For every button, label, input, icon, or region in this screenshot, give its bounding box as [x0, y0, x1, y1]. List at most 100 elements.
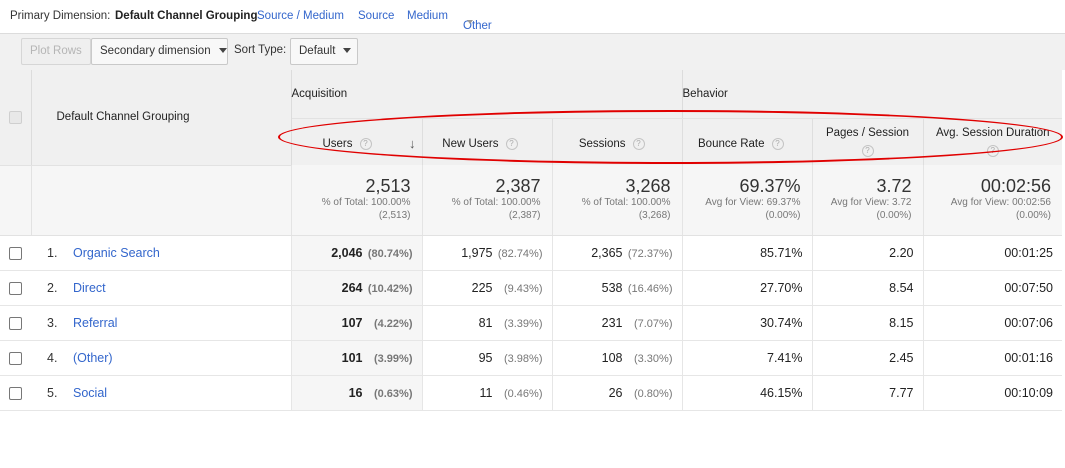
- totals-avg-session-duration-sub: Avg for View: 00:02:56: [950, 197, 1051, 208]
- avg-session-duration-value: 00:01:25: [1004, 245, 1053, 260]
- dimension-source-link[interactable]: Source: [358, 10, 395, 22]
- users-value: 101: [341, 350, 363, 365]
- sessions-value: 26: [608, 385, 623, 400]
- totals-bounce-rate-sub: Avg for View: 69.37%: [705, 197, 801, 208]
- secondary-dimension-dropdown[interactable]: Secondary dimension: [91, 38, 228, 65]
- totals-sessions-value: 3,268: [625, 176, 671, 196]
- new-users-column-header[interactable]: New Users?: [421, 118, 552, 165]
- help-icon[interactable]: ?: [359, 138, 372, 150]
- new-users-percent: (9.43%): [503, 282, 543, 295]
- new-users-value: 11: [479, 385, 493, 400]
- row-index: 1.: [47, 245, 58, 260]
- dimension-source-medium-link[interactable]: Source / Medium: [257, 10, 344, 22]
- channel-cell: 1. Organic Search: [31, 235, 291, 271]
- users-value: 16: [348, 385, 363, 400]
- totals-check-cell: [0, 165, 32, 236]
- users-cell: 16 (0.63%): [290, 375, 422, 411]
- avg-session-duration-column-header[interactable]: Avg. Session Duration?: [922, 118, 1062, 165]
- totals-pages-session-value: 3.72: [876, 176, 912, 196]
- sessions-value: 231: [601, 315, 623, 330]
- dimension-medium-link[interactable]: Medium: [407, 10, 448, 22]
- totals-avg-session-duration-value: 00:02:56: [980, 176, 1051, 196]
- row-check-cell: [0, 305, 31, 341]
- report-table: Default Channel Grouping Acquisition Beh…: [0, 70, 1062, 411]
- sessions-percent: (0.80%): [633, 387, 673, 400]
- channel-cell: 5. Social: [31, 375, 291, 411]
- primary-dimension-label: Primary Dimension:: [10, 10, 111, 22]
- sessions-percent: (72.37%): [627, 247, 673, 260]
- row-checkbox[interactable]: [9, 351, 22, 365]
- users-percent: (3.99%): [373, 352, 413, 365]
- users-percent: (10.42%): [367, 282, 413, 295]
- pages-session-cell: 2.20: [811, 235, 923, 271]
- sort-type-value: Default: [299, 45, 336, 57]
- select-all-checkbox[interactable]: [8, 110, 22, 124]
- totals-bounce-rate: 69.37% Avg for View: 69.37% (0.00%): [681, 165, 812, 236]
- avg-session-duration-cell: 00:01:25: [922, 235, 1062, 271]
- row-checkbox[interactable]: [9, 316, 22, 330]
- help-icon[interactable]: ?: [771, 138, 784, 150]
- new-users-value: 1,975: [461, 245, 493, 260]
- sessions-cell: 108 (3.30%): [551, 340, 682, 376]
- row-checkbox[interactable]: [9, 386, 22, 400]
- pages-session-cell: 2.45: [811, 340, 923, 376]
- sessions-cell: 231 (7.07%): [551, 305, 682, 341]
- sessions-percent: (16.46%): [627, 282, 673, 295]
- totals-pages-session: 3.72 Avg for View: 3.72 (0.00%): [811, 165, 923, 236]
- sort-type-dropdown[interactable]: Default: [290, 38, 358, 65]
- totals-dimension-cell: [30, 165, 291, 236]
- channel-link[interactable]: (Other): [73, 350, 113, 365]
- users-column-header[interactable]: Users? ↓: [290, 118, 422, 165]
- bounce-rate-value: 30.74%: [760, 315, 803, 330]
- new-users-percent: (0.46%): [503, 387, 543, 400]
- pages-session-column-header[interactable]: Pages / Session?: [811, 118, 923, 165]
- bounce-rate-column-header[interactable]: Bounce Rate?: [681, 118, 812, 165]
- row-index: 3.: [47, 315, 58, 330]
- chevron-down-icon: [343, 48, 352, 53]
- row-check-cell: [0, 270, 31, 306]
- help-icon[interactable]: ?: [505, 138, 518, 150]
- dimension-column-header[interactable]: Default Channel Grouping: [31, 70, 292, 166]
- plot-rows-button[interactable]: Plot Rows: [21, 38, 91, 65]
- sessions-cell: 538 (16.46%): [551, 270, 682, 306]
- dimension-default-channel-grouping[interactable]: Default Channel Grouping: [115, 10, 258, 22]
- bounce-rate-header-label: Bounce Rate: [698, 138, 765, 150]
- table-row: 5. Social 16 (0.63%) 11 (0.46%) 26 (0.80%) 4…: [0, 375, 1062, 411]
- bounce-rate-cell: 46.15%: [681, 375, 812, 411]
- new-users-cell: 11 (0.46%): [421, 375, 552, 411]
- new-users-header-label: New Users: [442, 138, 499, 150]
- new-users-cell: 81 (3.39%): [421, 305, 552, 341]
- row-checkbox[interactable]: [9, 281, 22, 295]
- sessions-cell: 26 (0.80%): [551, 375, 682, 411]
- bounce-rate-value: 85.71%: [760, 245, 803, 260]
- channel-link[interactable]: Social: [73, 385, 108, 400]
- new-users-cell: 225 (9.43%): [421, 270, 552, 306]
- bounce-rate-value: 46.15%: [760, 385, 803, 400]
- users-value: 264: [341, 280, 363, 295]
- totals-users-sub: % of Total: 100.00%: [321, 197, 411, 208]
- channel-link[interactable]: Referral: [73, 315, 118, 330]
- help-icon[interactable]: ?: [632, 138, 645, 150]
- avg-session-duration-cell: 00:07:06: [922, 305, 1062, 341]
- totals-users-abs: (2,513): [378, 210, 411, 221]
- sessions-column-header[interactable]: Sessions?: [551, 118, 682, 165]
- row-checkbox[interactable]: [9, 246, 22, 260]
- primary-dimension-bar: Primary Dimension: Default Channel Group…: [0, 0, 1065, 33]
- totals-avg-session-duration: 00:02:56 Avg for View: 00:02:56 (0.00%): [922, 165, 1062, 236]
- totals-users-value: 2,513: [365, 176, 411, 196]
- sort-type-label: Sort Type:: [234, 44, 287, 56]
- help-icon[interactable]: ?: [986, 144, 999, 157]
- pages-session-value: 8.54: [889, 280, 914, 295]
- help-icon[interactable]: ?: [861, 144, 874, 157]
- table-row: 3. Referral 107 (4.22%) 81 (3.39%) 231 (7.07…: [0, 305, 1062, 341]
- totals-pages-session-delta: (0.00%): [876, 210, 912, 221]
- channel-link[interactable]: Organic Search: [73, 245, 160, 260]
- users-cell: 101 (3.99%): [290, 340, 422, 376]
- bounce-rate-value: 27.70%: [760, 280, 803, 295]
- users-cell: 107 (4.22%): [290, 305, 422, 341]
- row-index: 2.: [47, 280, 58, 295]
- users-header-label: Users: [322, 138, 353, 150]
- chevron-down-icon: [218, 48, 227, 53]
- row-check-cell: [0, 235, 31, 271]
- channel-link[interactable]: Direct: [73, 280, 106, 295]
